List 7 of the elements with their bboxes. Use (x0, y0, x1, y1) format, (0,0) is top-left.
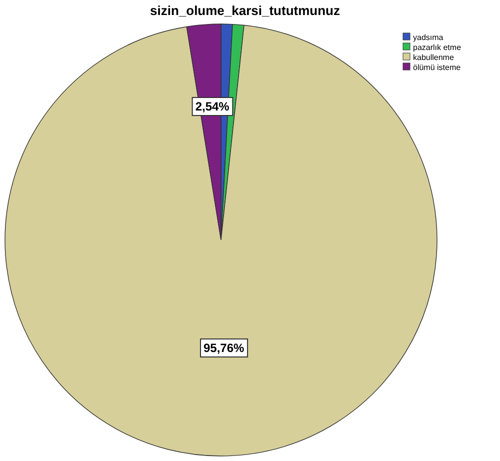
legend-label: kabullenme (413, 53, 454, 62)
legend-label: yadsıma (413, 33, 444, 42)
legend-label: pazarlık etme (413, 43, 462, 52)
data-label: 2,54% (195, 100, 230, 114)
data-label: 95,76% (204, 340, 245, 355)
chart-title: sizin_olume_karsi_tututmunuz (150, 3, 340, 18)
legend-label: ölümü isteme (413, 63, 462, 72)
